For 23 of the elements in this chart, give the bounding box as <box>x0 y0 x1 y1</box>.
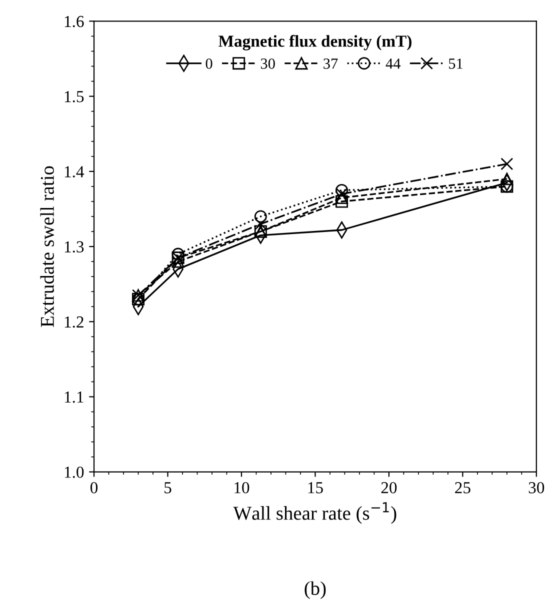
x-tick-label: 20 <box>381 482 397 494</box>
legend-label: 51 <box>449 58 462 69</box>
y-tick-label: 1.0 <box>64 466 84 478</box>
x-axis-title: Wall shear rate (s$^{−1}$) <box>233 502 396 524</box>
legend-title: Magnetic flux density (mT) <box>218 34 412 50</box>
legend-label: 0 <box>206 58 212 69</box>
legend-label: 37 <box>324 58 338 69</box>
y-axis-title: Extrudate swell ratio <box>40 166 54 327</box>
y-tick-label: 1.5 <box>64 91 84 102</box>
y-tick-label: 1.3 <box>64 241 84 253</box>
legend-label: 30 <box>260 58 275 69</box>
legend-label: 44 <box>386 58 401 69</box>
y-tick-label: 1.4 <box>64 166 84 178</box>
x-tick-label: 5 <box>164 482 172 494</box>
text: (b) <box>304 581 326 599</box>
x-tick-label: 15 <box>308 482 323 494</box>
x-tick-label: 30 <box>528 482 544 494</box>
x-tick-label: 25 <box>455 482 470 494</box>
y-tick-label: 1.2 <box>64 316 84 328</box>
y-tick-label: 1.6 <box>64 16 84 28</box>
x-tick-label: 0 <box>90 482 98 494</box>
x-tick-label: 10 <box>234 482 250 494</box>
y-tick-label: 1.1 <box>64 392 84 403</box>
